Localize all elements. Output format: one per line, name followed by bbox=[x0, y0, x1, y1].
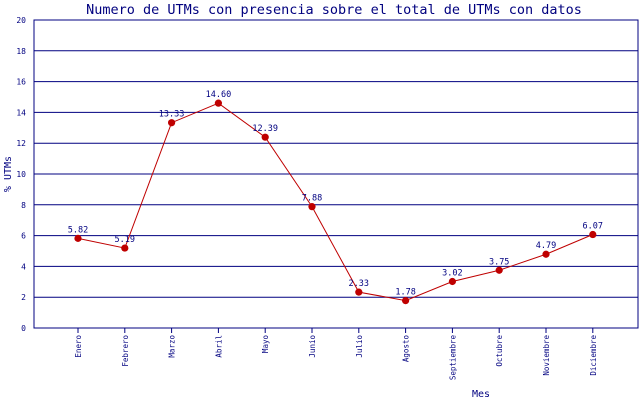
y-axis-ticks: 0 2 4 6 8 10 12 14 16 18 20 bbox=[16, 16, 26, 333]
data-label: 7.88 bbox=[302, 194, 322, 204]
y-tick-label: 4 bbox=[21, 262, 26, 271]
x-tick-label: Mayo bbox=[261, 335, 270, 354]
y-tick-label: 14 bbox=[16, 108, 26, 117]
y-tick-label: 8 bbox=[21, 201, 26, 210]
data-label: 3.02 bbox=[442, 268, 462, 278]
data-label: 13.33 bbox=[159, 110, 185, 120]
data-point bbox=[168, 119, 176, 127]
x-tick-label: Enero bbox=[74, 335, 83, 358]
data-point bbox=[495, 266, 503, 274]
x-axis-title: Mes bbox=[472, 389, 490, 400]
x-axis-ticks: Enero Febrero Marzo Abril Mayo Junio Julio Agos… bbox=[74, 328, 598, 380]
x-tick-label: Octubre bbox=[495, 335, 504, 367]
data-point bbox=[74, 234, 82, 242]
y-tick-label: 20 bbox=[16, 16, 26, 25]
x-tick-label: Febrero bbox=[121, 335, 130, 367]
data-point bbox=[214, 99, 222, 107]
y-tick-label: 18 bbox=[16, 47, 26, 56]
data-point bbox=[121, 244, 129, 252]
data-point bbox=[355, 288, 363, 296]
y-tick-label: 0 bbox=[21, 324, 26, 333]
gridlines bbox=[34, 19, 638, 329]
x-tick-label: Abril bbox=[214, 335, 223, 358]
data-label: 5.82 bbox=[68, 225, 88, 235]
x-tick-label: Agosto bbox=[402, 335, 411, 363]
series-line bbox=[77, 102, 593, 302]
x-tick-label: Marzo bbox=[168, 335, 177, 358]
x-tick-label: Diciembre bbox=[589, 335, 598, 376]
data-point bbox=[589, 230, 597, 239]
x-tick-label: Noviembre bbox=[542, 335, 551, 376]
y-axis-title: % UTMs bbox=[3, 156, 14, 192]
x-tick-label: Julio bbox=[355, 335, 364, 358]
series-group: 5.82 5.19 13.33 14.60 12.39 7.88 2.33 1.78 3.02 3… bbox=[68, 90, 603, 305]
data-label: 1.78 bbox=[395, 288, 415, 298]
data-point bbox=[402, 296, 410, 305]
data-point bbox=[308, 203, 316, 211]
x-tick-label: Junio bbox=[308, 335, 317, 358]
data-label: 6.07 bbox=[583, 222, 603, 232]
data-label: 4.79 bbox=[536, 241, 556, 251]
data-point bbox=[448, 277, 456, 286]
data-label: 14.60 bbox=[206, 90, 232, 100]
data-label: 3.75 bbox=[489, 257, 509, 267]
chart-title: Numero de UTMs con presencia sobre el to… bbox=[86, 2, 582, 18]
data-point bbox=[261, 133, 269, 141]
plot-area-frame bbox=[33, 19, 639, 329]
data-point bbox=[542, 250, 550, 258]
y-tick-label: 16 bbox=[16, 78, 26, 87]
data-label: 5.19 bbox=[115, 235, 135, 245]
y-tick-label: 6 bbox=[21, 232, 26, 241]
y-tick-label: 10 bbox=[16, 170, 26, 179]
y-tick-label: 2 bbox=[21, 293, 26, 302]
data-label: 2.33 bbox=[349, 279, 369, 289]
x-tick-label: Septiembre bbox=[448, 335, 457, 381]
y-tick-label: 12 bbox=[16, 139, 26, 148]
data-label: 12.39 bbox=[252, 124, 278, 134]
